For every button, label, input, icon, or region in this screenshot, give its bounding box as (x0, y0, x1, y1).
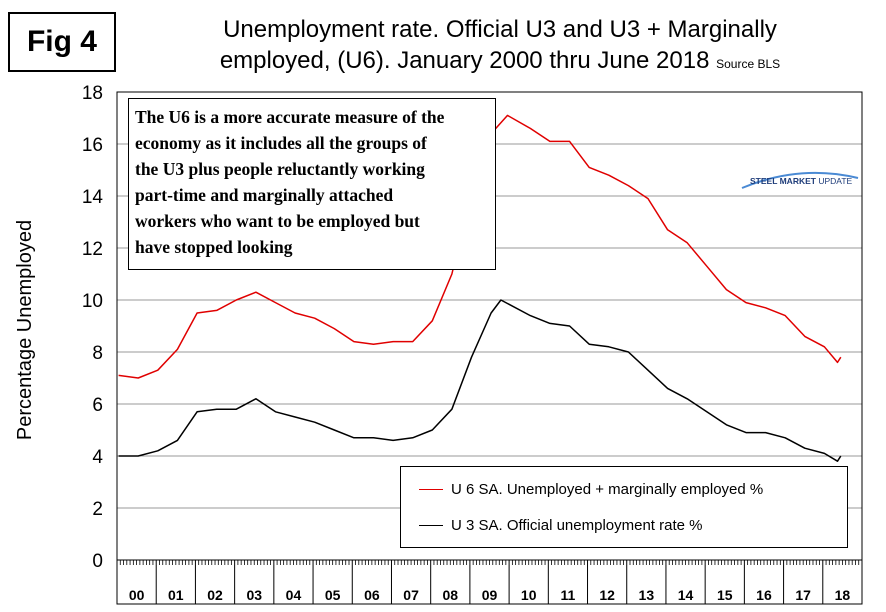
y-tick-label: 18 (82, 83, 103, 104)
annotation-line: the U3 plus people reluctantly working (135, 159, 425, 179)
y-axis-label: Percentage Unemployed (14, 219, 36, 441)
logo-text-light: UPDATE (818, 176, 853, 186)
figure-label: Fig 4 (8, 12, 116, 72)
x-axis-categories: 00 01 02 03 04 05 06 07 08 09 10 11 12 13 14 15 16 17 18 (116, 560, 863, 604)
x-tick-label: 01 (168, 587, 184, 603)
legend-label-u6: U 6 SA. Unemployed + marginally employed… (451, 481, 764, 498)
x-tick-label: 06 (364, 587, 380, 603)
logo-text-bold: STEEL MARKET (750, 176, 816, 186)
annotation-line: part-time and marginally attached (135, 185, 394, 205)
y-tick-label: 4 (92, 447, 103, 468)
y-axis-ticks: 0 2 4 6 8 10 12 14 16 18 (82, 83, 104, 572)
y-tick-label: 12 (82, 239, 103, 260)
x-tick-label: 05 (325, 587, 341, 603)
title-line-2: employed, (U6). January 2000 thru June 2… (140, 45, 860, 80)
x-tick-label: 12 (599, 587, 615, 603)
annotation-box: The U6 is a more accurate measure of the… (128, 98, 496, 270)
legend-swatch-u3 (419, 525, 443, 526)
x-tick-label: 14 (678, 587, 694, 603)
x-tick-label: 09 (482, 587, 498, 603)
y-tick-label: 2 (92, 499, 103, 520)
x-tick-label: 17 (795, 587, 811, 603)
y-tick-label: 16 (82, 135, 103, 156)
x-tick-label: 08 (443, 587, 459, 603)
legend-swatch-u6 (419, 489, 443, 490)
annotation-line: The U6 is a more accurate measure of the (135, 107, 445, 127)
legend-item-u6: U 6 SA. Unemployed + marginally employed… (419, 481, 763, 498)
x-tick-label: 02 (207, 587, 223, 603)
x-tick-label: 04 (286, 587, 302, 603)
y-tick-label: 14 (82, 187, 104, 208)
logo-swoosh-icon (741, 171, 859, 189)
y-tick-label: 0 (92, 551, 103, 572)
x-tick-label: 07 (403, 587, 419, 603)
x-tick-label: 16 (756, 587, 772, 603)
annotation-line: workers who want to be employed but (135, 211, 420, 231)
x-tick-label: 03 (246, 587, 262, 603)
x-tick-label: 15 (717, 587, 733, 603)
annotation-line: economy as it includes all the groups of (135, 133, 427, 153)
logo: STEEL MARKET UPDATE (750, 176, 852, 186)
x-tick-label: 11 (561, 587, 576, 603)
series-line-u3 (118, 299, 842, 462)
x-tick-label: 13 (639, 587, 655, 603)
title-line-1: Unemployment rate. Official U3 and U3 + … (223, 16, 777, 43)
y-tick-label: 6 (92, 395, 103, 416)
y-tick-label: 8 (92, 343, 103, 364)
legend-item-u3: U 3 SA. Official unemployment rate % (419, 517, 703, 534)
chart-title: Unemployment rate. Official U3 and U3 + … (140, 14, 860, 80)
y-tick-label: 10 (82, 291, 103, 312)
x-tick-label: 10 (521, 587, 537, 603)
legend: U 6 SA. Unemployed + marginally employed… (400, 466, 848, 548)
x-tick-label: 18 (835, 587, 851, 603)
plot-area-frame (116, 91, 863, 605)
x-tick-label: 00 (129, 587, 145, 603)
title-line-2-text: employed, (U6). January 2000 thru June 2… (219, 47, 710, 74)
annotation-line: have stopped looking (135, 237, 293, 257)
legend-label-u3: U 3 SA. Official unemployment rate % (451, 517, 703, 534)
source-label: Source BLS (716, 57, 781, 71)
